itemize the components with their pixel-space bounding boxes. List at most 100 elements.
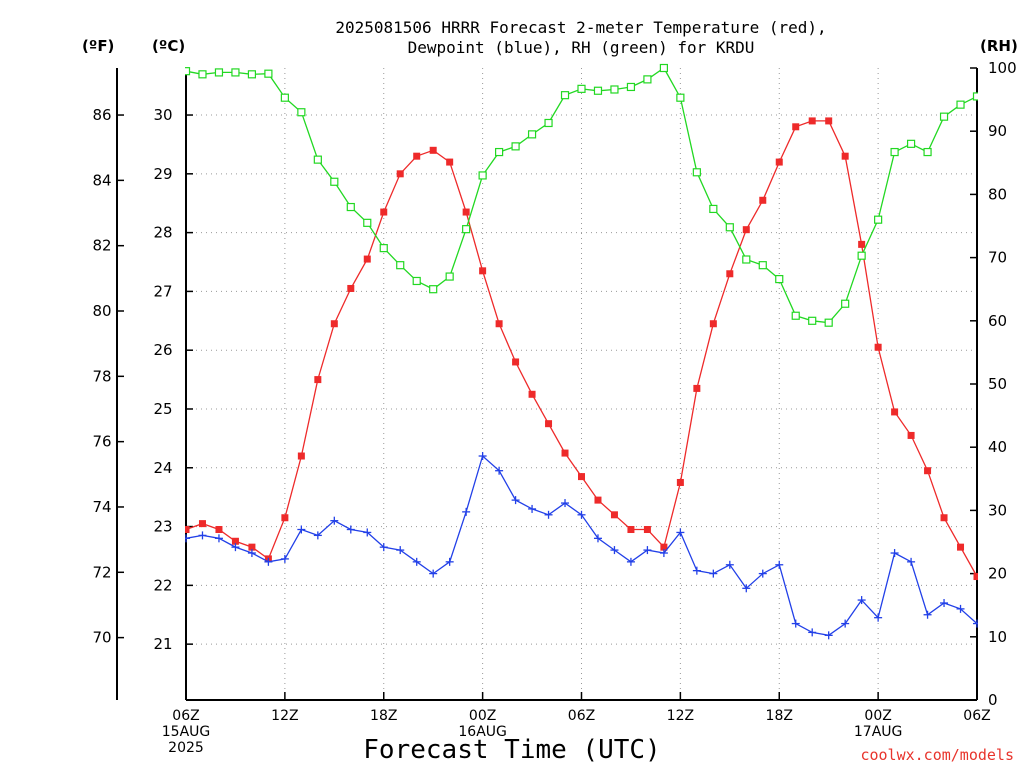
temperature-point <box>940 514 948 522</box>
dewpoint-point <box>593 534 602 543</box>
temperature-point <box>198 520 206 528</box>
celsius-tick-label: 22 <box>153 576 172 594</box>
rh-point <box>890 147 899 157</box>
rh-point <box>280 93 289 102</box>
fahrenheit-tick-label: 74 <box>92 498 111 516</box>
dewpoint-point <box>890 549 899 558</box>
rh-point <box>396 261 405 270</box>
x-tick-label: 00Z <box>469 708 496 724</box>
temperature-point <box>512 358 520 366</box>
rh-tick-label: 50 <box>988 375 1007 393</box>
credit-link[interactable]: coolwx.com/models <box>860 746 1014 764</box>
celsius-tick-label: 29 <box>153 165 172 183</box>
temperature-point <box>248 543 256 551</box>
dewpoint-point <box>412 557 421 566</box>
temperature-point <box>792 123 800 131</box>
temperature-point <box>495 320 503 328</box>
x-axis-title: Forecast Time (UTC) <box>363 735 660 765</box>
dewpoint-point <box>544 510 553 519</box>
dewpoint-point <box>643 546 652 555</box>
rh-tick-label: 20 <box>988 565 1007 583</box>
dewpoint-point <box>198 531 207 540</box>
dewpoint-point <box>725 560 734 569</box>
celsius-tick-label: 23 <box>153 518 172 536</box>
rh-point <box>264 69 273 78</box>
rh-point <box>412 276 421 286</box>
celsius-tick-label: 24 <box>153 459 172 477</box>
x-tick-label: 16AUG <box>458 724 507 740</box>
dewpoint-point <box>264 557 273 566</box>
chart-title-line1: 2025081506 HRRR Forecast 2-meter Tempera… <box>335 18 826 37</box>
temperature-point <box>363 255 371 263</box>
dewpoint-point <box>528 504 537 513</box>
rh-point <box>462 225 471 234</box>
axes: 70 72 74 76 78 80 82 84 86 21 22 23 24 25 26 27 28 29 30 0 1… <box>92 59 1016 756</box>
fahrenheit-tick-label: 70 <box>92 629 111 647</box>
dewpoint-point <box>346 525 355 534</box>
fahrenheit-tick-label: 80 <box>92 302 111 320</box>
temperature-point <box>676 478 684 486</box>
x-tick-label: 18Z <box>370 708 397 724</box>
x-tick-label: 15AUG <box>162 724 211 740</box>
rh-tick-label: 90 <box>988 122 1007 140</box>
dewpoint-point <box>297 525 306 534</box>
dewpoint-point <box>511 496 520 505</box>
rh-tick-label: 30 <box>988 501 1007 519</box>
temperature-point <box>841 152 849 160</box>
rh-point <box>445 272 454 281</box>
rh-tick-label: 80 <box>988 185 1007 203</box>
rh-point <box>956 100 965 109</box>
x-tick-label: 00Z <box>864 708 891 724</box>
temperature-point <box>446 158 454 166</box>
celsius-tick-label: 30 <box>153 106 172 124</box>
rh-point <box>841 299 850 308</box>
temperature-point <box>726 270 734 278</box>
chart-title-line2: Dewpoint (blue), RH (green) for KRDU <box>408 38 755 57</box>
rh-point <box>676 93 685 102</box>
dewpoint-point <box>692 566 701 575</box>
dewpoint-point <box>445 557 454 566</box>
dewpoint-point <box>923 610 932 619</box>
data-series <box>185 63 978 640</box>
temperature-point <box>594 496 602 504</box>
rh-point <box>923 147 932 157</box>
x-tick-label: 12Z <box>667 708 694 724</box>
fahrenheit-tick-label: 76 <box>92 433 111 451</box>
dewpoint-point <box>330 516 339 525</box>
temperature-point <box>742 226 750 234</box>
dewpoint-point <box>462 507 471 516</box>
temperature-point <box>627 526 635 534</box>
dewpoint-point <box>676 528 685 537</box>
x-tick-label: 17AUG <box>854 724 903 740</box>
rh-point <box>495 147 504 157</box>
celsius-tick-label: 27 <box>153 282 172 300</box>
temperature-point <box>479 267 487 275</box>
rh-point <box>626 82 636 92</box>
temperature-point <box>825 117 833 125</box>
fahrenheit-tick-label: 78 <box>92 367 111 385</box>
dewpoint-point <box>824 631 833 640</box>
dewpoint-point <box>907 557 916 566</box>
series-group <box>185 63 978 640</box>
temperature-point <box>380 208 388 216</box>
rh-tick-label: 100 <box>988 59 1017 77</box>
temperature-point <box>347 284 355 292</box>
rh-point <box>297 108 306 117</box>
rh-tick-label: 40 <box>988 438 1007 456</box>
rh-point <box>511 142 520 151</box>
dewpoint-point <box>742 584 751 593</box>
x-tick-label: 06Z <box>963 708 990 724</box>
temperature-point <box>396 170 404 178</box>
dewpoint-point <box>841 619 850 628</box>
rh-tick-label: 60 <box>988 312 1007 330</box>
rh-line <box>185 67 978 324</box>
dewpoint-point <box>478 452 487 461</box>
temperature-point <box>330 320 338 328</box>
x-tick-label: 06Z <box>172 708 199 724</box>
temperature-point <box>874 343 882 351</box>
dewpoint-point <box>758 569 767 578</box>
rh-point <box>330 177 339 186</box>
rh-point <box>775 274 784 284</box>
rh-point <box>824 318 833 327</box>
